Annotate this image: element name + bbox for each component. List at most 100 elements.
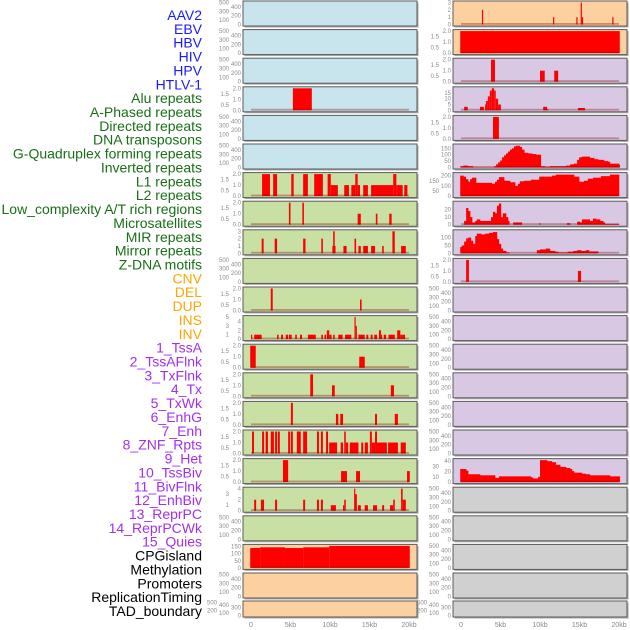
bar: [573, 163, 578, 168]
track-label-40: Methylation: [130, 561, 202, 577]
bar: [581, 17, 584, 25]
bar: [468, 474, 481, 483]
bar: [479, 220, 492, 225]
track-label-7: A-Phased repeats: [90, 104, 202, 120]
y-tick-label: 200: [417, 608, 428, 614]
y-tick-label: 3: [226, 324, 230, 330]
bar: [270, 431, 274, 454]
y-tick-label: 1.0: [233, 97, 242, 103]
bar: [375, 413, 378, 425]
bar: [496, 239, 500, 254]
panel-background: [242, 57, 418, 84]
y-tick-label: 2: [448, 8, 452, 14]
bar: [340, 413, 344, 425]
y-tick-label: 1.0: [233, 383, 242, 389]
bar: [519, 147, 523, 168]
bar: [407, 471, 410, 483]
y-tick-label: 0: [448, 166, 452, 172]
y-tick-label: 500: [429, 287, 440, 293]
bar: [460, 166, 464, 168]
bar: [302, 202, 304, 225]
y-tick-label: 2.0: [233, 172, 242, 178]
y-tick-label: 1.5: [221, 178, 230, 184]
bar: [331, 385, 335, 397]
panel-background: [242, 600, 418, 618]
bar: [335, 413, 339, 425]
y-tick-label: 100: [441, 184, 452, 190]
track-label-35: 12_EnhBiv: [134, 492, 202, 508]
bar: [357, 213, 361, 225]
y-tick-label: 200: [207, 608, 218, 614]
track-label-14: Low_complexity A/T rich regions: [2, 201, 203, 217]
track-label-3: HIV: [179, 49, 203, 65]
y-tick-label: 100: [429, 390, 440, 396]
y-tick-label: 100: [219, 18, 230, 24]
bar: [495, 98, 499, 111]
bar: [491, 183, 496, 197]
y-tick-label: 200: [441, 386, 452, 392]
bar: [401, 245, 406, 254]
bar: [549, 250, 556, 254]
bar: [260, 499, 265, 511]
bar: [607, 161, 611, 168]
bar: [277, 431, 280, 454]
y-tick-label: 0: [448, 108, 452, 114]
bar: [303, 431, 308, 454]
bar: [465, 179, 469, 197]
y-tick-label: 0.0: [233, 366, 242, 372]
track-label-33: 10_TssBiv: [138, 464, 202, 480]
y-tick-label: 1: [238, 244, 242, 250]
y-tick-label: 200: [441, 174, 452, 180]
bar: [544, 166, 551, 168]
bar: [392, 231, 395, 254]
bar: [354, 238, 357, 254]
y-tick-label: 0.5: [431, 131, 440, 137]
y-tick-label: 0: [238, 23, 242, 29]
track-label-1: EBV: [174, 21, 203, 37]
bar: [494, 90, 496, 111]
track-label-31: 8_ZNF_Rpts: [123, 437, 202, 453]
track-label-22: INS: [179, 312, 202, 328]
bar: [553, 17, 555, 25]
bar: [521, 149, 525, 168]
bar: [566, 467, 571, 483]
y-tick-label: 0.0: [443, 51, 452, 57]
bar: [363, 185, 368, 197]
y-tick-label: 200: [231, 157, 242, 163]
bar: [530, 477, 534, 483]
bar: [290, 402, 293, 425]
y-tick-label: 30: [432, 464, 439, 470]
bar: [485, 233, 490, 254]
y-tick-label: 4: [238, 487, 242, 493]
panel-left-row-13: 0.00.51.01.52.0: [221, 372, 419, 400]
y-tick-label: 40: [444, 459, 451, 465]
y-tick-label: 0.5: [431, 46, 440, 52]
y-tick-label: 300: [219, 581, 230, 587]
bar: [295, 334, 297, 340]
bar: [393, 174, 397, 197]
y-tick-label: 500: [429, 515, 440, 521]
bar: [496, 179, 500, 197]
bar: [489, 90, 492, 111]
bar: [573, 176, 580, 197]
y-tick-label: 0.5: [221, 103, 230, 109]
bar: [330, 505, 336, 511]
track-label-6: Alu repeats: [131, 90, 202, 106]
bar: [383, 334, 387, 340]
bar: [303, 547, 330, 568]
y-tick-label: 200: [441, 414, 452, 420]
baseline: [461, 166, 619, 168]
panel-background: [242, 515, 418, 542]
y-tick-label: 1.0: [233, 298, 242, 304]
y-tick-label: 500: [429, 344, 440, 350]
bar: [388, 442, 398, 454]
y-tick-label: 400: [441, 491, 452, 497]
bar: [577, 159, 580, 168]
baseline: [251, 366, 409, 368]
